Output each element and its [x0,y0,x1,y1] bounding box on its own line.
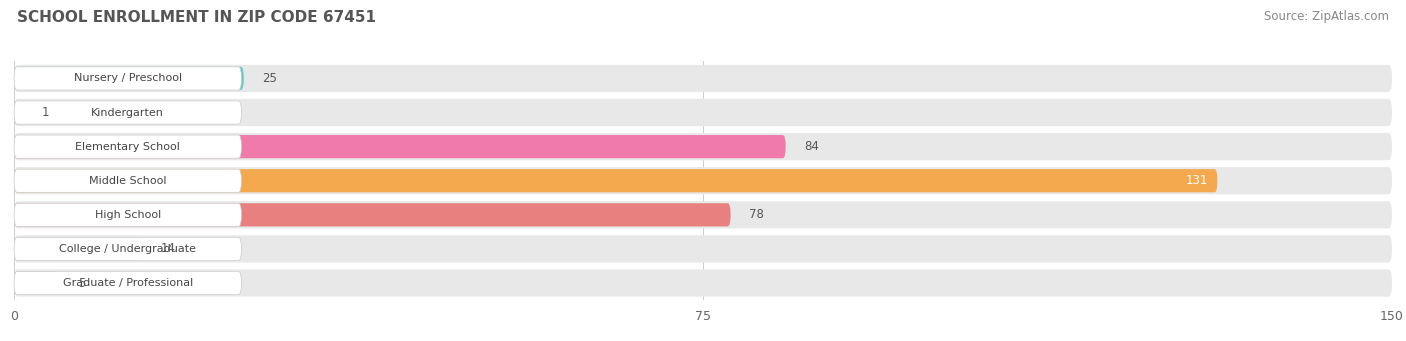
FancyBboxPatch shape [14,135,786,158]
Text: Graduate / Professional: Graduate / Professional [63,278,193,288]
Text: 78: 78 [749,208,763,221]
FancyBboxPatch shape [14,135,242,158]
FancyBboxPatch shape [14,67,242,90]
Text: High School: High School [94,210,160,220]
FancyBboxPatch shape [14,167,1392,194]
FancyBboxPatch shape [14,99,1392,126]
Text: Source: ZipAtlas.com: Source: ZipAtlas.com [1264,10,1389,23]
FancyBboxPatch shape [14,169,242,192]
Text: 5: 5 [79,277,86,290]
FancyBboxPatch shape [14,67,243,90]
FancyBboxPatch shape [14,237,142,261]
Text: 131: 131 [1185,174,1208,187]
FancyBboxPatch shape [14,201,1392,228]
FancyBboxPatch shape [14,271,60,295]
Text: 25: 25 [262,72,277,85]
Text: Nursery / Preschool: Nursery / Preschool [73,73,181,84]
Text: 1: 1 [42,106,49,119]
FancyBboxPatch shape [14,235,1392,263]
FancyBboxPatch shape [14,101,242,124]
Text: College / Undergraduate: College / Undergraduate [59,244,197,254]
FancyBboxPatch shape [14,169,1218,192]
Text: Middle School: Middle School [89,176,166,186]
Text: 84: 84 [804,140,818,153]
FancyBboxPatch shape [14,237,242,261]
Text: Kindergarten: Kindergarten [91,107,165,118]
Text: 14: 14 [162,242,176,255]
FancyBboxPatch shape [14,65,1392,92]
FancyBboxPatch shape [14,203,242,226]
Text: SCHOOL ENROLLMENT IN ZIP CODE 67451: SCHOOL ENROLLMENT IN ZIP CODE 67451 [17,10,375,25]
FancyBboxPatch shape [14,101,24,124]
FancyBboxPatch shape [14,203,731,226]
FancyBboxPatch shape [14,269,1392,297]
FancyBboxPatch shape [14,133,1392,160]
FancyBboxPatch shape [14,271,242,295]
Text: Elementary School: Elementary School [76,142,180,152]
